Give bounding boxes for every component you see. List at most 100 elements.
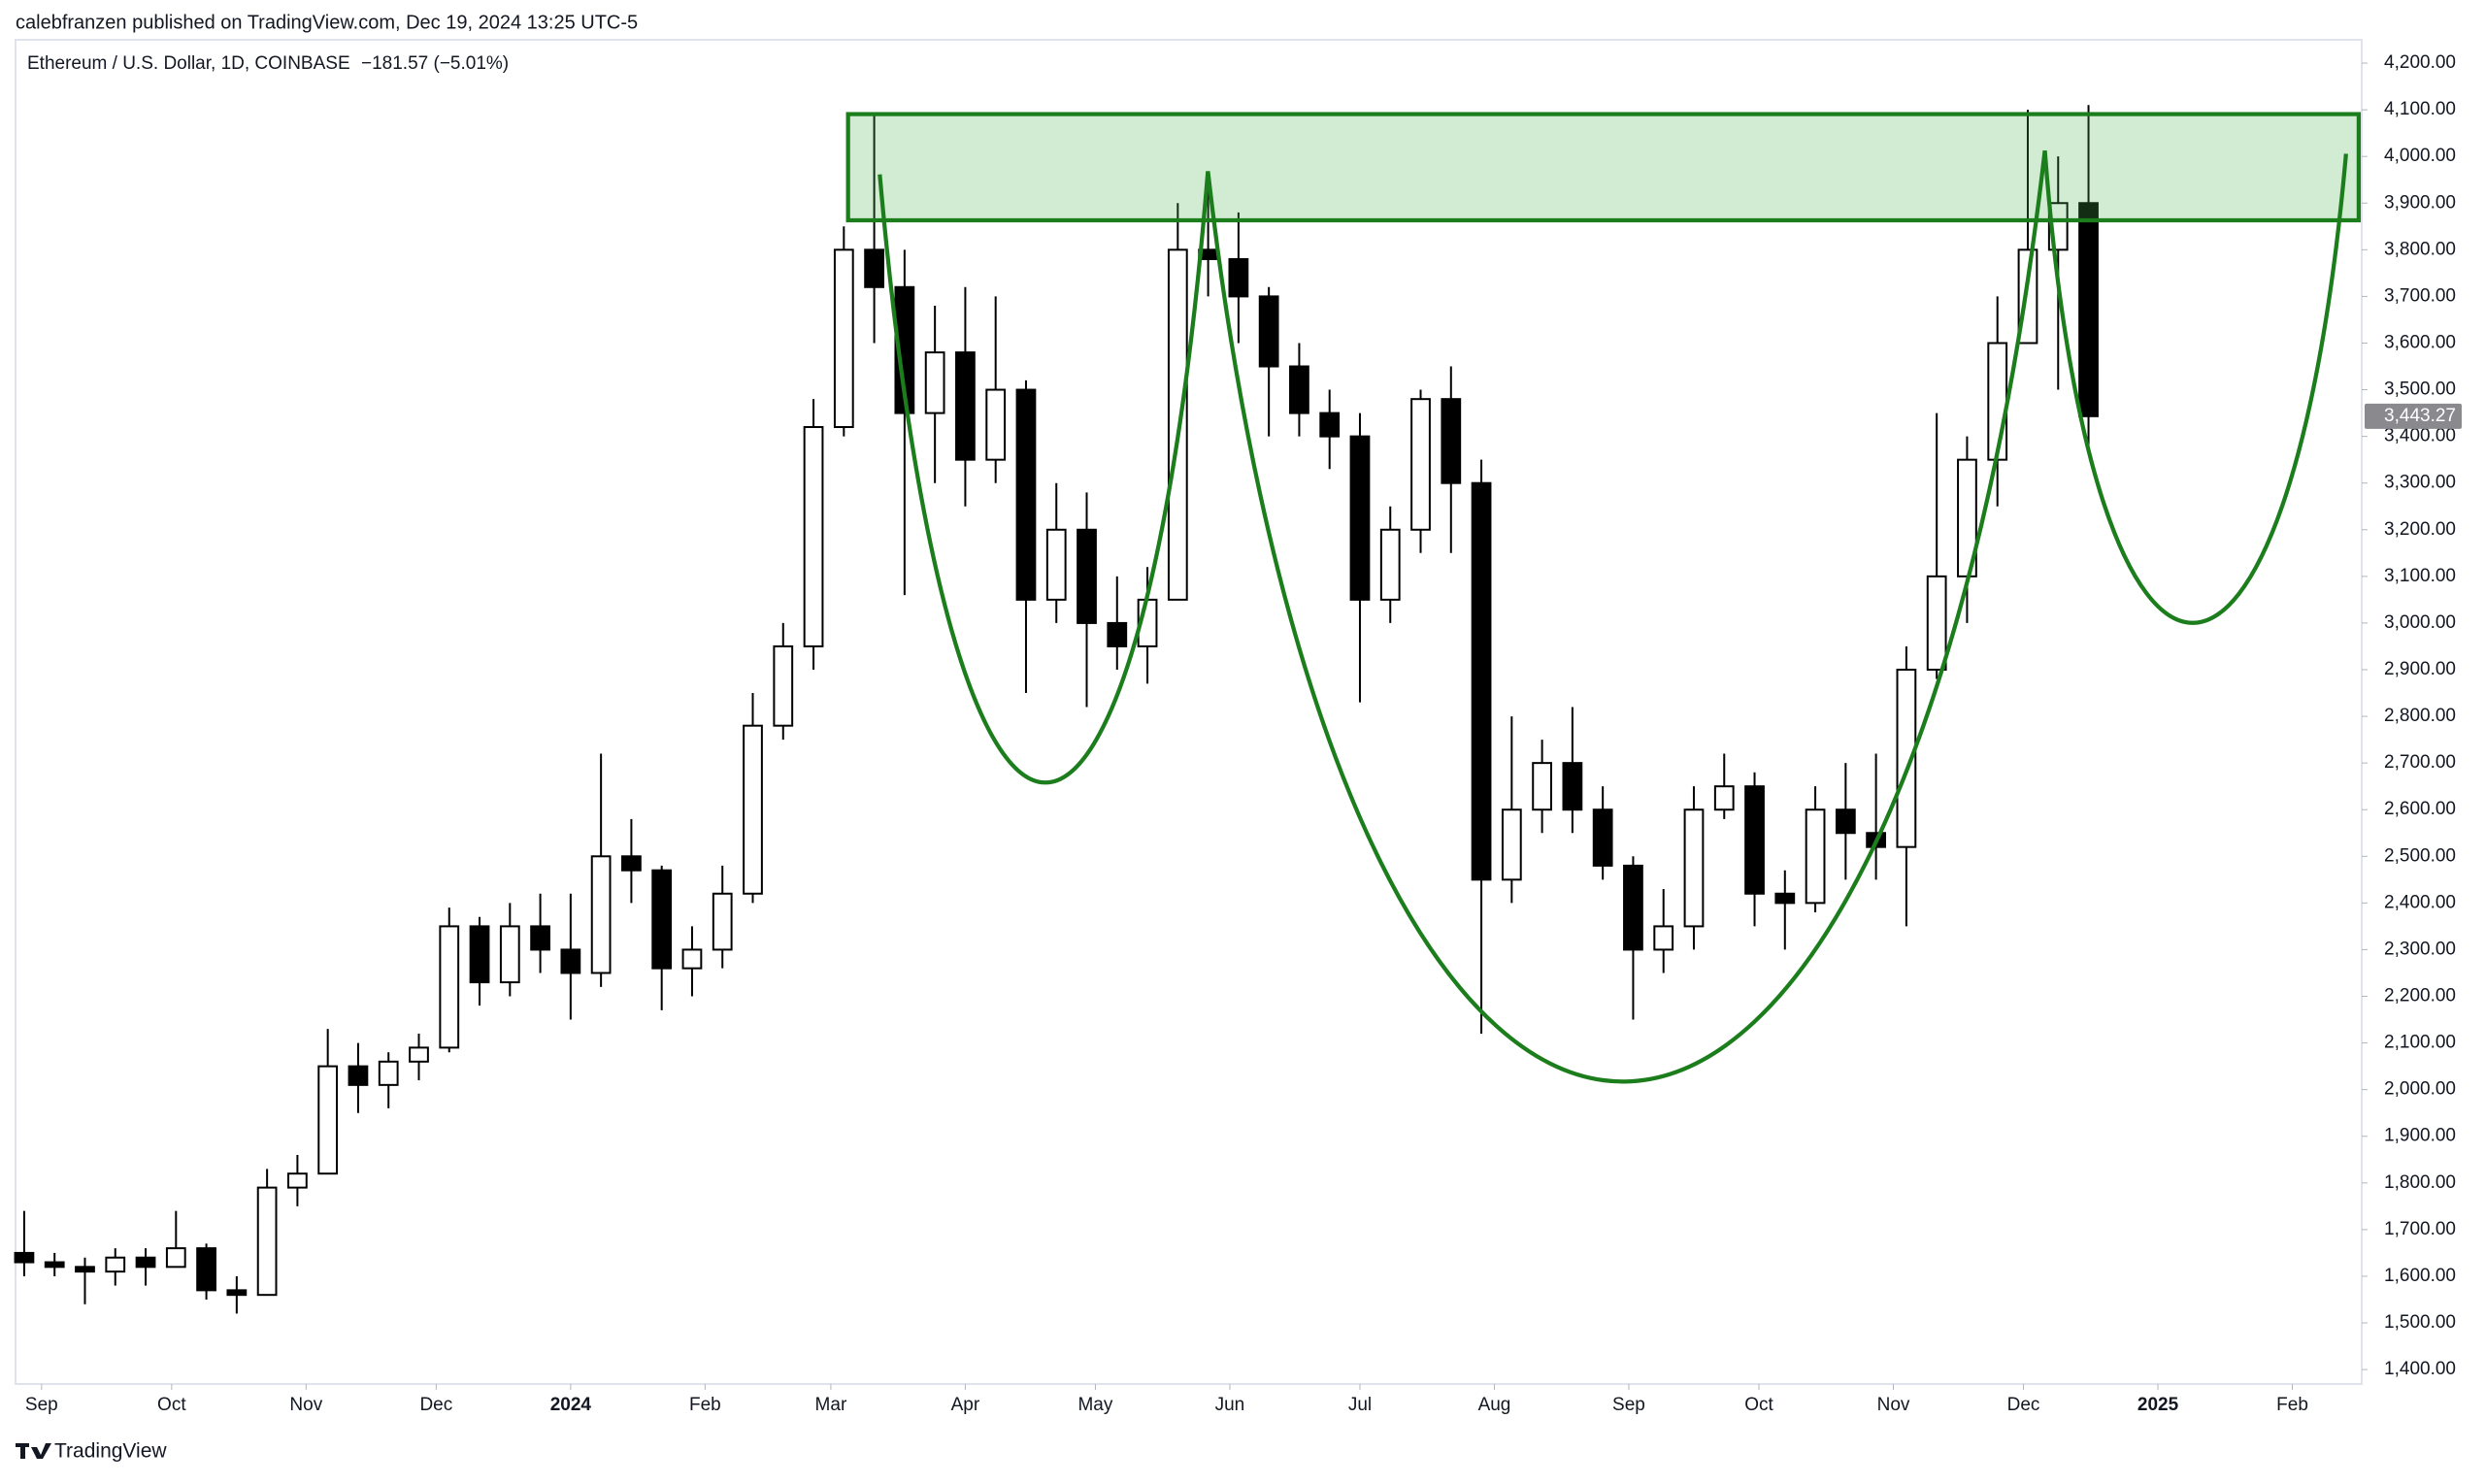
chart-title: Ethereum / U.S. Dollar, 1D, COINBASE [27, 53, 350, 74]
candle-body [44, 1261, 65, 1269]
price-change: −181.57 (−5.01%) [361, 53, 509, 74]
candle-body [499, 925, 520, 984]
x-tick-label: Oct [157, 1395, 186, 1415]
x-tick-label: Nov [289, 1395, 322, 1415]
candle-body [1896, 668, 1917, 848]
y-tick-label: 3,500.00 [2384, 379, 2456, 400]
candle-body [1805, 808, 1826, 905]
candle-body [985, 388, 1007, 461]
candle-body [530, 925, 550, 951]
candle-body [105, 1256, 126, 1273]
candle-body [439, 925, 460, 1049]
candle-body [894, 285, 915, 414]
y-tick-label: 2,400.00 [2384, 892, 2456, 912]
resistance-zone [845, 112, 2362, 223]
candle-body [1289, 365, 1309, 414]
candle-body [1532, 762, 1552, 811]
x-tick-label: Jun [1215, 1395, 1245, 1415]
y-tick-label: 3,000.00 [2384, 612, 2456, 633]
x-tick-label: May [1077, 1395, 1112, 1415]
candle-body [651, 869, 673, 970]
y-tick-label: 2,100.00 [2384, 1033, 2456, 1053]
candle-body [773, 644, 794, 727]
candle-body [135, 1256, 156, 1269]
candle-body [1045, 528, 1067, 601]
candle-body [1713, 785, 1735, 811]
y-tick-label: 1,600.00 [2384, 1266, 2456, 1286]
candle-body [924, 351, 945, 414]
x-tick-label: 2025 [2137, 1395, 2179, 1415]
candle-body [681, 948, 703, 970]
y-tick-label: 3,600.00 [2384, 332, 2456, 352]
x-tick-label: Feb [2276, 1395, 2308, 1415]
candle-body [256, 1186, 278, 1297]
y-tick-label: 1,500.00 [2384, 1312, 2456, 1333]
y-tick-label: 2,700.00 [2384, 752, 2456, 773]
last-price-label: 3,443.27 [2384, 406, 2456, 426]
candle-body [560, 948, 581, 974]
y-tick-label: 2,800.00 [2384, 706, 2456, 726]
y-tick-label: 4,100.00 [2384, 99, 2456, 119]
y-tick-label: 2,600.00 [2384, 799, 2456, 819]
y-tick-label: 3,200.00 [2384, 519, 2456, 540]
candle-body [1501, 808, 1522, 881]
candle-body [196, 1247, 216, 1292]
candle-body [226, 1289, 248, 1297]
candle-body [1835, 808, 1856, 835]
candle-body [287, 1172, 308, 1189]
candle-body [1349, 435, 1371, 601]
x-tick-label: Aug [1478, 1395, 1511, 1415]
y-tick-label: 2,900.00 [2384, 659, 2456, 679]
annotations [845, 112, 2362, 1084]
candle-body [1926, 575, 1947, 671]
x-tick-label: Sep [1612, 1395, 1645, 1415]
y-tick-label: 2,500.00 [2384, 845, 2456, 866]
candle-body [743, 724, 763, 895]
x-tick-label: Sep [25, 1395, 58, 1415]
y-tick-label: 3,300.00 [2384, 473, 2456, 493]
cup-curve [1206, 149, 2047, 1084]
x-tick-label: Jul [1348, 1395, 1372, 1415]
candle-body [864, 248, 884, 288]
candle-body [1592, 808, 1613, 867]
x-tick-label: Feb [689, 1395, 721, 1415]
candle-body [469, 925, 490, 984]
candle-body [1410, 398, 1431, 531]
last-price-box [2365, 403, 2462, 429]
candle-body [1441, 398, 1462, 484]
candle-body [1683, 808, 1705, 928]
y-tick-label: 3,100.00 [2384, 566, 2456, 586]
footer-logo: TradingView [16, 1440, 167, 1463]
y-tick-label: 1,800.00 [2384, 1172, 2456, 1193]
candle-body [2078, 202, 2099, 417]
plot-frame [15, 39, 2363, 1385]
candle-body [1228, 257, 1249, 298]
candle-body [165, 1247, 186, 1269]
candle-body [1107, 621, 1128, 647]
y-tick-label: 4,000.00 [2384, 146, 2456, 166]
y-tick-label: 2,200.00 [2384, 986, 2456, 1006]
candle-body [378, 1060, 399, 1086]
candle-body [712, 892, 733, 951]
x-tick-label: Dec [2007, 1395, 2040, 1415]
candle-body [833, 248, 854, 429]
y-tick-label: 1,400.00 [2384, 1359, 2456, 1379]
y-tick-label: 4,200.00 [2384, 52, 2456, 73]
y-tick-label: 1,700.00 [2384, 1219, 2456, 1239]
x-tick-label: Apr [951, 1395, 980, 1415]
logo-icon [16, 1443, 51, 1459]
y-tick-label: 3,900.00 [2384, 192, 2456, 213]
candle-body [14, 1251, 35, 1264]
candle-body [1077, 528, 1097, 624]
candle-body [1562, 762, 1583, 811]
x-tick-label: Dec [419, 1395, 452, 1415]
candle-body [1015, 388, 1037, 601]
handle-curve [2042, 149, 2348, 625]
footer-brand: TradingView [54, 1440, 167, 1463]
candle-body [1653, 925, 1674, 951]
x-tick-label: 2024 [550, 1395, 592, 1415]
y-tick-label: 1,900.00 [2384, 1126, 2456, 1146]
